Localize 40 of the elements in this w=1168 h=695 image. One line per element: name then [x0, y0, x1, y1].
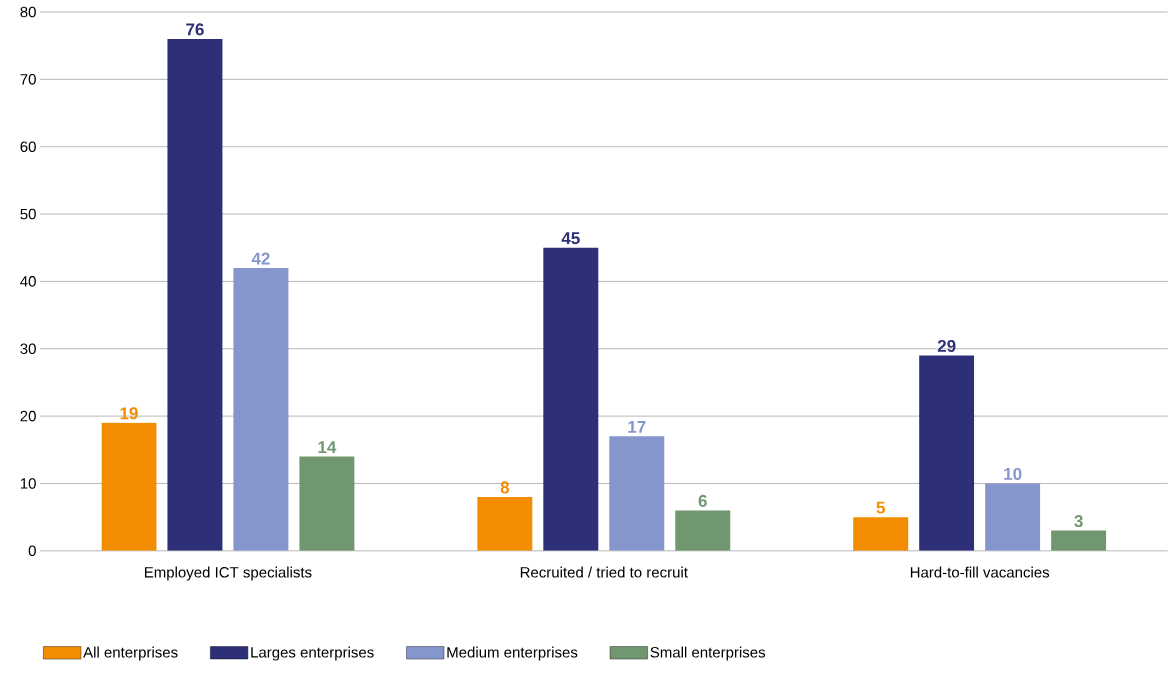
y-tick-label: 70	[20, 74, 36, 85]
y-tick-label: 0	[28, 545, 36, 557]
bar	[919, 355, 975, 551]
data-label: 6	[698, 494, 707, 507]
data-label: 29	[937, 340, 956, 353]
data-label: 76	[186, 23, 204, 36]
x-tick-label: Employed ICT specialists	[144, 566, 312, 581]
bar	[167, 39, 223, 551]
y-tick-label: 10	[20, 478, 36, 489]
data-label: 45	[561, 232, 580, 245]
bar	[675, 510, 731, 551]
bar	[1051, 530, 1107, 551]
bar	[233, 268, 289, 551]
y-tick-label: 60	[20, 141, 36, 153]
y-tick-label: 80	[20, 6, 36, 18]
data-label: 19	[120, 407, 138, 420]
bar	[101, 422, 157, 551]
data-label: 42	[251, 252, 270, 265]
data-label: 3	[1074, 515, 1083, 528]
y-tick-label: 40	[20, 276, 36, 287]
legend-label: Medium enterprises	[447, 646, 578, 661]
legend-label: All enterprises	[83, 646, 178, 661]
legend-label: Larges enterprises	[251, 646, 374, 661]
bar	[477, 497, 533, 551]
x-tick-label: Recruited / tried to recruit	[520, 566, 688, 578]
data-label: 14	[318, 441, 337, 454]
y-tick-label: 20	[20, 410, 36, 422]
data-label: 17	[628, 421, 646, 433]
y-tick-label: 50	[20, 208, 36, 220]
bar	[299, 456, 355, 551]
data-label: 8	[500, 481, 510, 494]
x-tick-label: Hard-to-fill vacancies	[910, 566, 1050, 578]
y-tick-label: 30	[20, 343, 36, 355]
legend-label: Small enterprises	[650, 646, 766, 661]
bar	[853, 517, 909, 551]
data-label: 5	[876, 501, 885, 514]
data-label: 10	[1004, 468, 1022, 481]
bar	[985, 483, 1041, 551]
bar	[609, 436, 665, 551]
bar	[543, 247, 599, 551]
